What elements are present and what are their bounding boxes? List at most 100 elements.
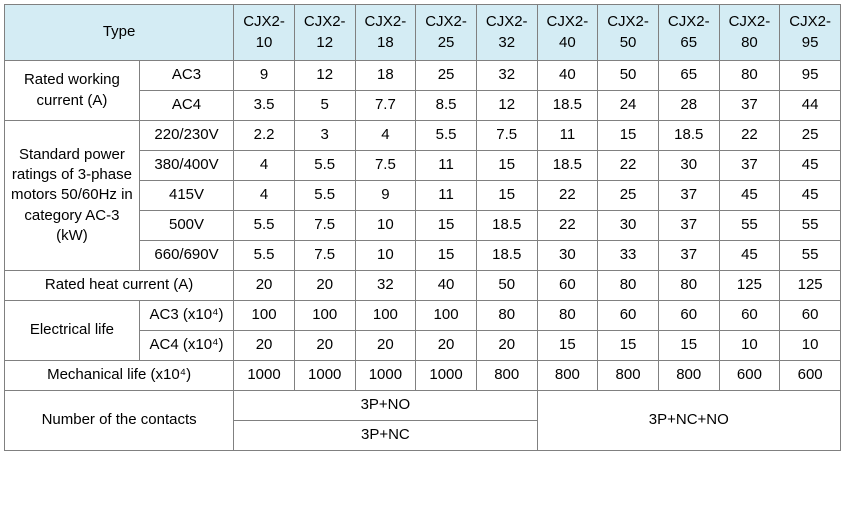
value-cell: 32 xyxy=(476,61,537,91)
value-cell: 4 xyxy=(234,181,295,211)
value-cell: 5.5 xyxy=(416,121,477,151)
value-cell: 1000 xyxy=(234,361,295,391)
value-cell: 10 xyxy=(780,331,841,361)
table-row: TypeCJX2-10CJX2-12CJX2-18CJX2-25CJX2-32C… xyxy=(5,5,841,61)
value-cell: 15 xyxy=(598,121,659,151)
value-cell: 20 xyxy=(355,331,416,361)
header-model-9: CJX2-95 xyxy=(780,5,841,61)
value-cell: 22 xyxy=(598,151,659,181)
value-cell: 15 xyxy=(598,331,659,361)
header-model-6: CJX2-50 xyxy=(598,5,659,61)
value-cell: 800 xyxy=(598,361,659,391)
header-model-3: CJX2-25 xyxy=(416,5,477,61)
value-cell: 37 xyxy=(658,241,719,271)
sub-label: 660/690V xyxy=(139,241,233,271)
sub-label: AC4 (x10⁴) xyxy=(139,331,233,361)
elife-label: Electrical life xyxy=(5,301,140,361)
sub-label: AC3 xyxy=(139,61,233,91)
value-cell: 7.7 xyxy=(355,91,416,121)
value-cell: 60 xyxy=(658,301,719,331)
value-cell: 125 xyxy=(780,271,841,301)
value-cell: 11 xyxy=(416,181,477,211)
sub-label: 415V xyxy=(139,181,233,211)
row-label: Rated heat current (A) xyxy=(5,271,234,301)
value-cell: 7.5 xyxy=(294,241,355,271)
value-cell: 50 xyxy=(476,271,537,301)
value-cell: 30 xyxy=(537,241,598,271)
value-cell: 5.5 xyxy=(294,151,355,181)
value-cell: 5.5 xyxy=(234,211,295,241)
value-cell: 10 xyxy=(719,331,780,361)
header-model-2: CJX2-18 xyxy=(355,5,416,61)
value-cell: 18.5 xyxy=(537,91,598,121)
value-cell: 9 xyxy=(234,61,295,91)
value-cell: 80 xyxy=(537,301,598,331)
value-cell: 22 xyxy=(537,211,598,241)
value-cell: 18.5 xyxy=(658,121,719,151)
sub-label: 220/230V xyxy=(139,121,233,151)
value-cell: 80 xyxy=(598,271,659,301)
value-cell: 20 xyxy=(294,331,355,361)
value-cell: 12 xyxy=(294,61,355,91)
value-cell: 10 xyxy=(355,211,416,241)
value-cell: 45 xyxy=(780,181,841,211)
value-cell: 55 xyxy=(780,241,841,271)
header-model-1: CJX2-12 xyxy=(294,5,355,61)
value-cell: 20 xyxy=(416,331,477,361)
value-cell: 18.5 xyxy=(476,211,537,241)
value-cell: 55 xyxy=(719,211,780,241)
value-cell: 15 xyxy=(476,151,537,181)
value-cell: 20 xyxy=(476,331,537,361)
value-cell: 60 xyxy=(598,301,659,331)
value-cell: 18.5 xyxy=(537,151,598,181)
mech-label: Mechanical life (x10⁴) xyxy=(5,361,234,391)
value-cell: 4 xyxy=(234,151,295,181)
value-cell: 50 xyxy=(598,61,659,91)
sub-label: AC3 (x10⁴) xyxy=(139,301,233,331)
value-cell: 7.5 xyxy=(294,211,355,241)
table-row: Electrical lifeAC3 (x10⁴)100100100100808… xyxy=(5,301,841,331)
value-cell: 800 xyxy=(537,361,598,391)
value-cell: 800 xyxy=(658,361,719,391)
value-cell: 20 xyxy=(294,271,355,301)
table-row: Rated working current (A)AC3912182532405… xyxy=(5,61,841,91)
value-cell: 5.5 xyxy=(234,241,295,271)
header-model-4: CJX2-32 xyxy=(476,5,537,61)
value-cell: 15 xyxy=(476,181,537,211)
value-cell: 60 xyxy=(537,271,598,301)
value-cell: 3 xyxy=(294,121,355,151)
value-cell: 25 xyxy=(598,181,659,211)
contacts-right: 3P+NC+NO xyxy=(537,391,840,451)
value-cell: 15 xyxy=(537,331,598,361)
value-cell: 40 xyxy=(537,61,598,91)
value-cell: 37 xyxy=(658,211,719,241)
value-cell: 12 xyxy=(476,91,537,121)
value-cell: 55 xyxy=(780,211,841,241)
value-cell: 3.5 xyxy=(234,91,295,121)
value-cell: 18.5 xyxy=(476,241,537,271)
header-model-8: CJX2-80 xyxy=(719,5,780,61)
value-cell: 1000 xyxy=(416,361,477,391)
value-cell: 95 xyxy=(780,61,841,91)
value-cell: 7.5 xyxy=(476,121,537,151)
header-model-7: CJX2-65 xyxy=(658,5,719,61)
value-cell: 44 xyxy=(780,91,841,121)
value-cell: 9 xyxy=(355,181,416,211)
value-cell: 4 xyxy=(355,121,416,151)
value-cell: 10 xyxy=(355,241,416,271)
value-cell: 25 xyxy=(780,121,841,151)
value-cell: 11 xyxy=(537,121,598,151)
table-row: Rated heat current (A)202032405060808012… xyxy=(5,271,841,301)
value-cell: 80 xyxy=(719,61,780,91)
value-cell: 100 xyxy=(234,301,295,331)
table-row: Number of the contacts3P+NO3P+NC+NO xyxy=(5,391,841,421)
value-cell: 25 xyxy=(416,61,477,91)
header-type: Type xyxy=(5,5,234,61)
value-cell: 100 xyxy=(294,301,355,331)
value-cell: 37 xyxy=(719,91,780,121)
value-cell: 32 xyxy=(355,271,416,301)
sub-label: AC4 xyxy=(139,91,233,121)
table-row: Standard power ratings of 3-phase motors… xyxy=(5,121,841,151)
sub-label: 380/400V xyxy=(139,151,233,181)
group-label-1: Standard power ratings of 3-phase motors… xyxy=(5,121,140,271)
